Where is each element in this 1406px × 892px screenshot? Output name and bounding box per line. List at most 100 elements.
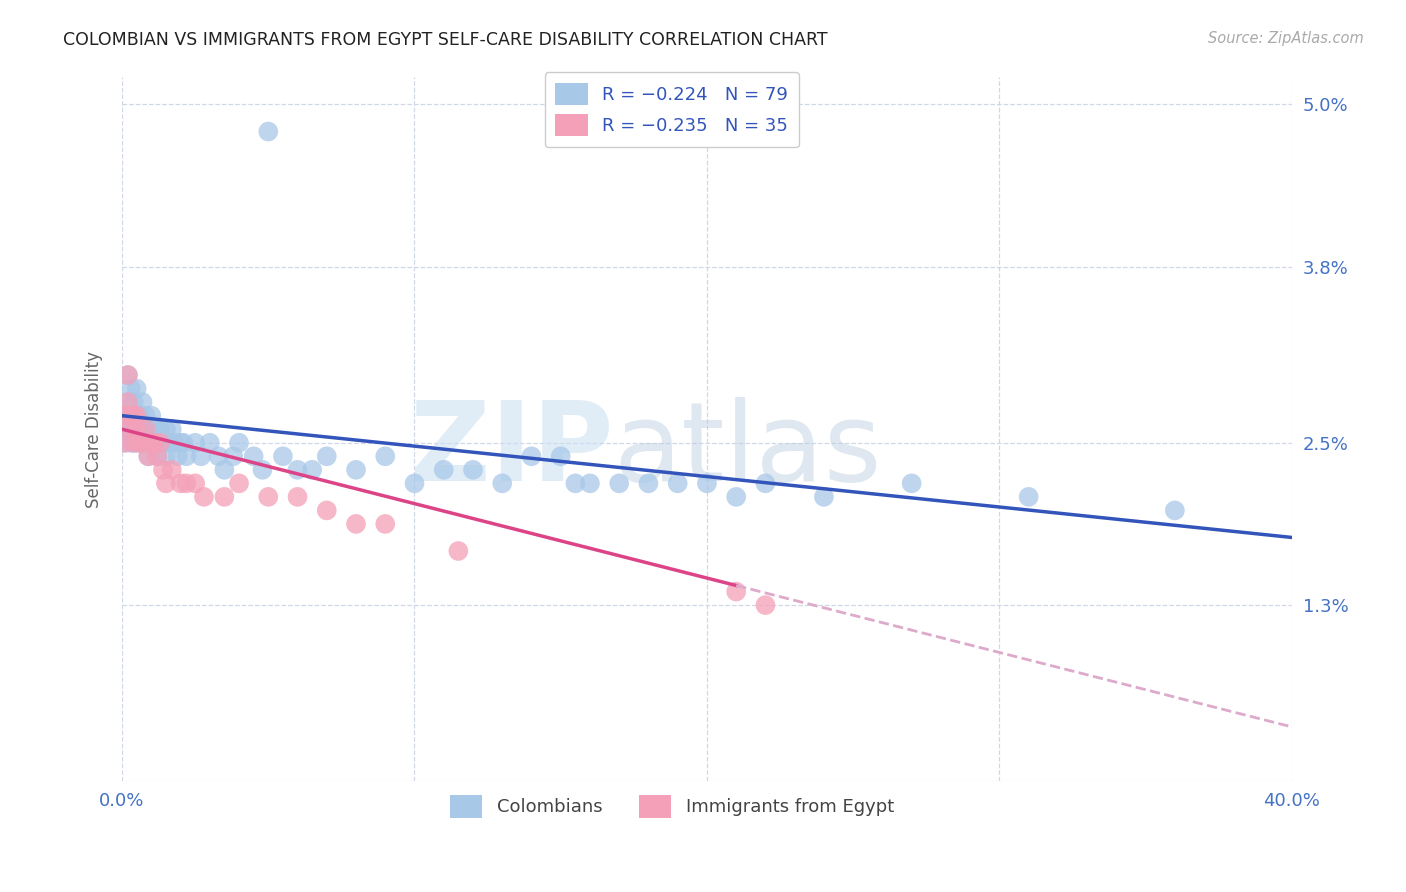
Point bbox=[114, 435, 136, 450]
Point bbox=[120, 409, 142, 423]
Point bbox=[120, 382, 142, 396]
Point bbox=[725, 584, 748, 599]
Point bbox=[117, 422, 139, 436]
Point bbox=[120, 409, 142, 423]
Point bbox=[141, 435, 163, 450]
Point bbox=[166, 450, 188, 464]
Point bbox=[125, 422, 148, 436]
Point bbox=[114, 435, 136, 450]
Point bbox=[184, 476, 207, 491]
Point bbox=[152, 435, 174, 450]
Point bbox=[122, 435, 145, 450]
Point bbox=[176, 476, 198, 491]
Point bbox=[125, 409, 148, 423]
Point bbox=[433, 463, 456, 477]
Text: Source: ZipAtlas.com: Source: ZipAtlas.com bbox=[1208, 31, 1364, 46]
Point bbox=[117, 368, 139, 383]
Point bbox=[141, 435, 163, 450]
Point bbox=[146, 435, 169, 450]
Point bbox=[125, 422, 148, 436]
Point bbox=[122, 422, 145, 436]
Point bbox=[122, 435, 145, 450]
Point bbox=[114, 409, 136, 423]
Point bbox=[176, 450, 198, 464]
Point bbox=[114, 422, 136, 436]
Point bbox=[143, 435, 166, 450]
Point bbox=[117, 395, 139, 409]
Text: ZIP: ZIP bbox=[411, 397, 613, 504]
Point bbox=[447, 544, 470, 558]
Point bbox=[120, 435, 142, 450]
Point bbox=[131, 435, 153, 450]
Point bbox=[813, 490, 835, 504]
Point bbox=[120, 422, 142, 436]
Point bbox=[131, 435, 153, 450]
Point bbox=[193, 490, 215, 504]
Point bbox=[155, 450, 177, 464]
Point bbox=[146, 450, 169, 464]
Point bbox=[301, 463, 323, 477]
Point bbox=[754, 476, 776, 491]
Point bbox=[666, 476, 689, 491]
Point bbox=[374, 450, 396, 464]
Point bbox=[207, 450, 229, 464]
Point bbox=[252, 463, 274, 477]
Point bbox=[134, 435, 156, 450]
Point bbox=[125, 435, 148, 450]
Point bbox=[579, 476, 602, 491]
Point bbox=[754, 598, 776, 612]
Point bbox=[725, 490, 748, 504]
Point bbox=[222, 450, 245, 464]
Point bbox=[134, 409, 156, 423]
Point bbox=[149, 435, 172, 450]
Point bbox=[143, 422, 166, 436]
Point bbox=[637, 476, 659, 491]
Legend: Colombians, Immigrants from Egypt: Colombians, Immigrants from Egypt bbox=[443, 789, 901, 825]
Point bbox=[214, 463, 236, 477]
Point bbox=[155, 422, 177, 436]
Point bbox=[315, 503, 337, 517]
Point bbox=[128, 435, 150, 450]
Point bbox=[122, 409, 145, 423]
Point bbox=[122, 395, 145, 409]
Point bbox=[172, 435, 194, 450]
Point bbox=[149, 435, 172, 450]
Point bbox=[138, 422, 160, 436]
Point bbox=[214, 490, 236, 504]
Point bbox=[149, 422, 172, 436]
Point bbox=[117, 368, 139, 383]
Point bbox=[146, 450, 169, 464]
Point bbox=[138, 450, 160, 464]
Point bbox=[128, 409, 150, 423]
Point bbox=[257, 124, 280, 138]
Point bbox=[228, 476, 250, 491]
Point bbox=[160, 422, 183, 436]
Point bbox=[491, 476, 513, 491]
Point bbox=[120, 422, 142, 436]
Point bbox=[138, 450, 160, 464]
Point bbox=[461, 463, 484, 477]
Point bbox=[550, 450, 572, 464]
Point bbox=[607, 476, 630, 491]
Point bbox=[160, 463, 183, 477]
Point bbox=[404, 476, 426, 491]
Point bbox=[315, 450, 337, 464]
Point bbox=[169, 435, 191, 450]
Point bbox=[184, 435, 207, 450]
Point bbox=[128, 435, 150, 450]
Point bbox=[131, 422, 153, 436]
Point bbox=[131, 395, 153, 409]
Point bbox=[242, 450, 264, 464]
Point bbox=[134, 422, 156, 436]
Point bbox=[125, 382, 148, 396]
Point bbox=[152, 463, 174, 477]
Point bbox=[141, 409, 163, 423]
Point bbox=[900, 476, 922, 491]
Point bbox=[157, 435, 180, 450]
Point bbox=[287, 463, 309, 477]
Point bbox=[155, 476, 177, 491]
Point bbox=[146, 422, 169, 436]
Point bbox=[163, 435, 186, 450]
Point bbox=[169, 476, 191, 491]
Point bbox=[271, 450, 294, 464]
